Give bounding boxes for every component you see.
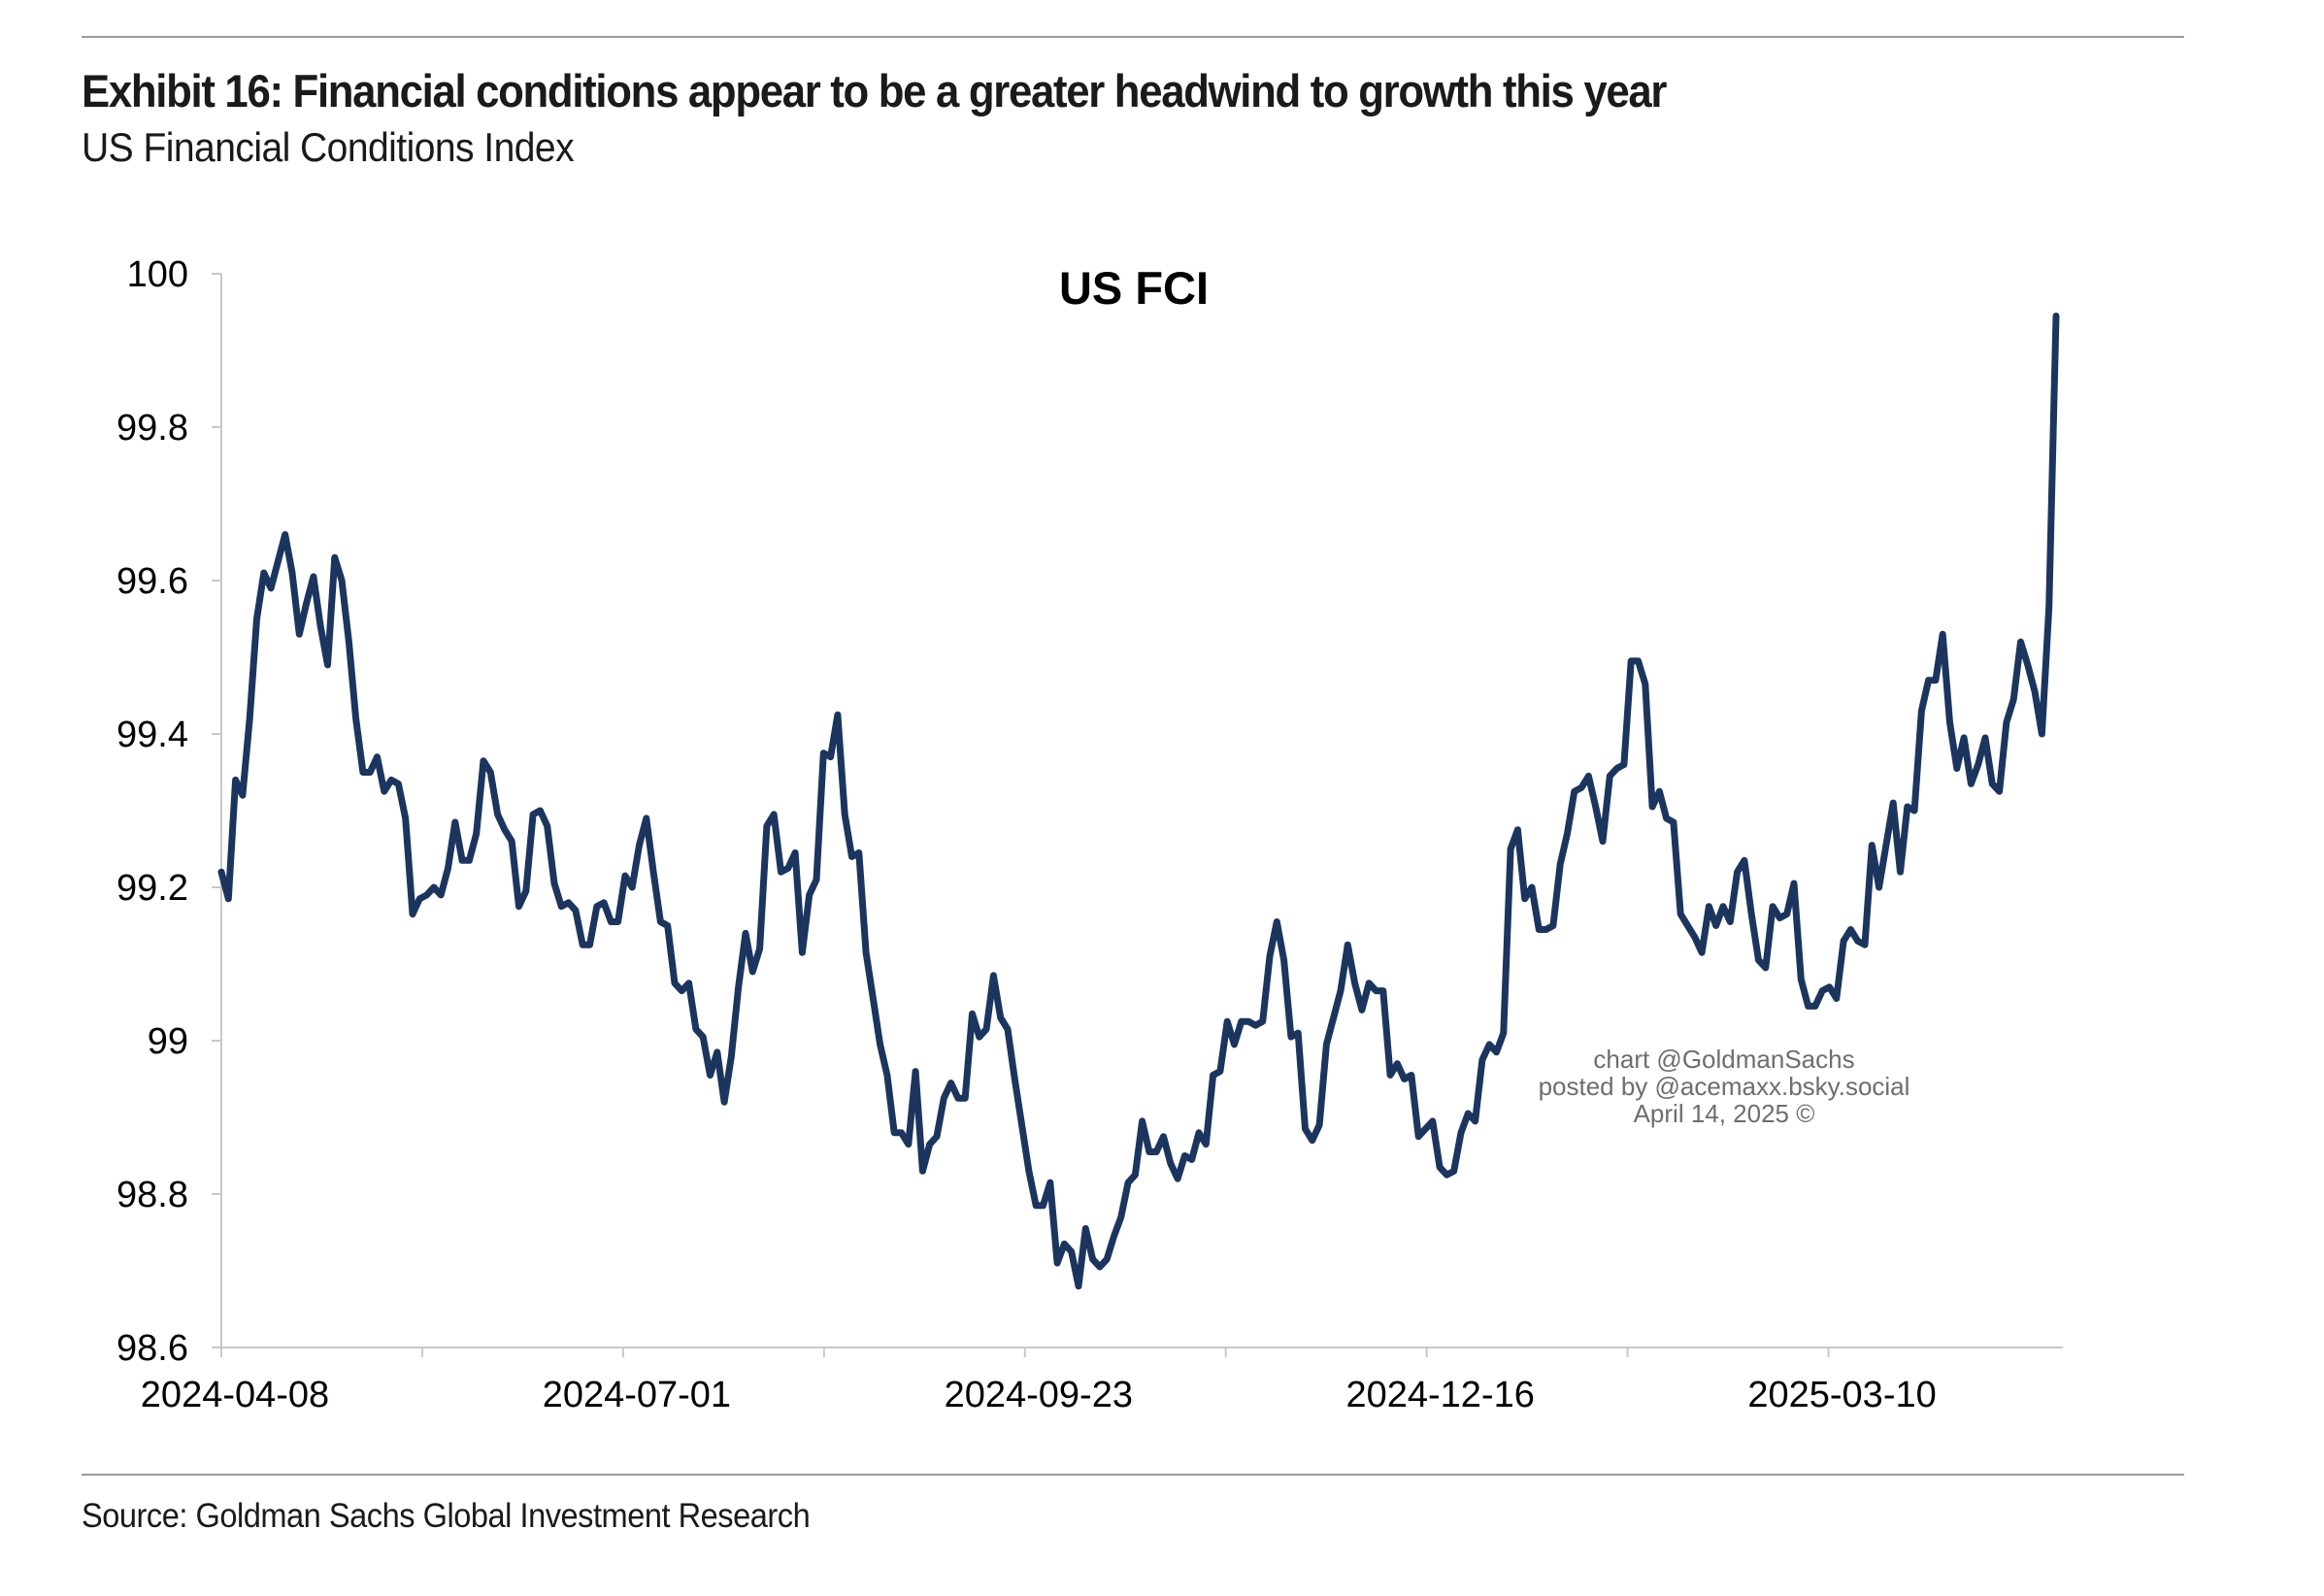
chart-title: US FCI: [1059, 262, 1209, 314]
y-tick-label: 99.2: [116, 868, 188, 909]
exhibit-title: Exhibit 16: Financial conditions appear …: [82, 65, 1667, 116]
x-tick-label: 2024-04-08: [141, 1375, 329, 1415]
x-axis-ticks: 2024-04-08 2024-07-01 2024-09-23 2024-12-16…: [141, 1347, 1937, 1415]
fci-series-line: [217, 313, 2060, 1290]
x-tick-label: 2024-09-23: [945, 1375, 1133, 1415]
watermark-line-3: April 14, 2025 ©: [1633, 1099, 1815, 1128]
y-axis-ticks: 100 99.8 99.6 99.4 99.2 99 98.8 98.6: [116, 254, 221, 1369]
watermark-line-2: posted by @acemaxx.bsky.social: [1538, 1072, 1910, 1101]
y-tick-label: 98.6: [116, 1328, 188, 1369]
y-tick-label: 99.4: [116, 715, 188, 755]
source-note: Source: Goldman Sachs Global Investment …: [82, 1497, 811, 1535]
x-tick-label: 2024-12-16: [1345, 1375, 1534, 1415]
top-divider: [82, 36, 2184, 38]
y-tick-label: 99: [148, 1021, 188, 1062]
x-tick-label: 2025-03-10: [1747, 1375, 1936, 1415]
exhibit-subtitle: US Financial Conditions Index: [82, 124, 575, 170]
series-group: [217, 313, 2060, 1290]
watermark-credit: chart @GoldmanSachs posted by @acemaxx.b…: [1530, 1046, 1918, 1127]
chart-axes: [220, 274, 2063, 1348]
bottom-divider: [82, 1474, 2184, 1476]
x-tick-label: 2024-07-01: [543, 1375, 731, 1415]
watermark-line-1: chart @GoldmanSachs: [1593, 1045, 1855, 1074]
y-tick-label: 99.6: [116, 561, 188, 602]
y-tick-label: 99.8: [116, 408, 188, 449]
y-tick-label: 98.8: [116, 1175, 188, 1215]
y-tick-label: 100: [127, 254, 188, 295]
